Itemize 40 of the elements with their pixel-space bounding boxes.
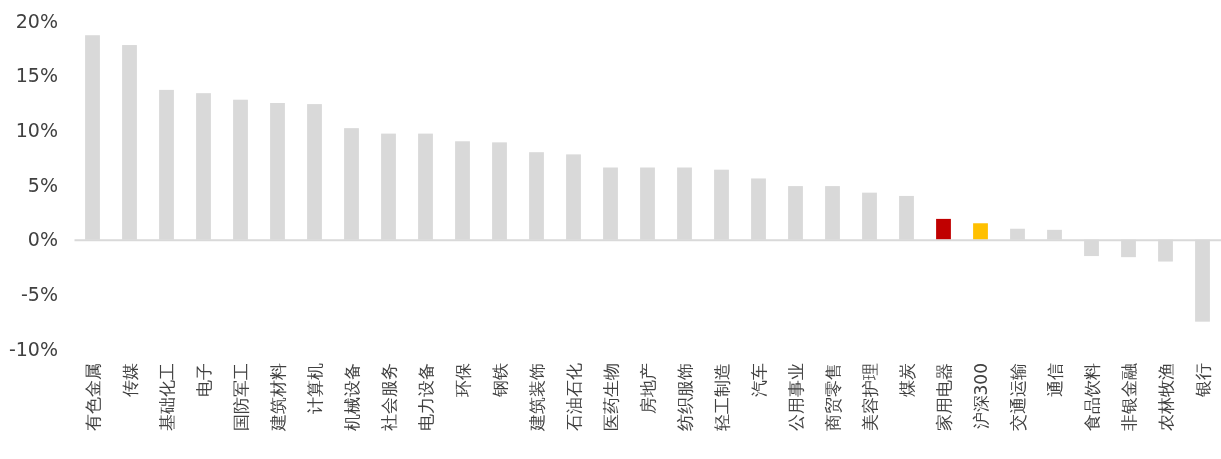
x-tick-label: 建筑材料 [267, 363, 288, 432]
y-tick-label: 20% [15, 9, 58, 32]
y-tick-label: 0% [27, 228, 58, 251]
x-tick-label: 建筑装饰 [526, 363, 547, 432]
x-tick-label: 环保 [452, 363, 473, 397]
x-tick-label: 电子 [193, 363, 214, 397]
y-tick-label: 5% [27, 173, 58, 196]
x-tick-label: 轻工制造 [711, 363, 732, 431]
x-tick-label: 石油石化 [563, 363, 584, 431]
bar [973, 223, 988, 240]
x-tick-label: 食品饮料 [1081, 363, 1102, 431]
bar [936, 218, 951, 240]
x-tick-label: 非银金融 [1118, 363, 1139, 431]
x-tick-label: 农林牧渔 [1155, 363, 1176, 431]
x-tick-label: 机械设备 [341, 363, 362, 431]
x-tick-label: 电力设备 [415, 363, 436, 431]
y-tick-label: -5% [21, 282, 58, 305]
x-tick-label: 房地产 [637, 363, 658, 414]
x-tick-label: 国防军工 [230, 363, 251, 431]
x-tick-label: 煤炭 [896, 363, 917, 397]
y-tick-label: 10% [15, 118, 58, 141]
x-tick-label: 公用事业 [785, 363, 806, 431]
x-tick-label: 医药生物 [600, 363, 621, 431]
x-tick-label: 社会服务 [378, 363, 399, 431]
x-tick-label: 银行 [1192, 363, 1213, 398]
x-tick-label: 传媒 [119, 363, 140, 397]
x-tick-label: 钢铁 [489, 363, 510, 398]
x-tick-label: 美容护理 [859, 363, 880, 431]
x-tick-label: 有色金属 [82, 363, 103, 431]
y-tick-label: -10% [8, 337, 58, 360]
y-tick-label: 15% [15, 64, 58, 87]
x-tick-label: 家用电器 [933, 363, 954, 431]
x-tick-label: 汽车 [748, 363, 769, 397]
x-tick-label: 通信 [1044, 363, 1065, 397]
x-tick-label: 计算机 [304, 363, 325, 414]
x-tick-label: 沪深300 [970, 363, 991, 430]
x-tick-label: 纺织服饰 [674, 363, 695, 431]
x-tick-label: 商贸零售 [822, 363, 843, 431]
x-tick-label: 基础化工 [156, 363, 177, 431]
x-tick-label: 交通运输 [1007, 363, 1028, 431]
